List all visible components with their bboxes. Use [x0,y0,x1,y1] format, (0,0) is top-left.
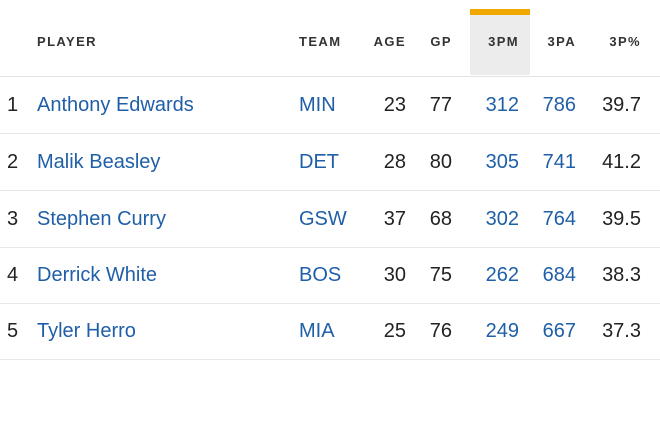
column-header-age[interactable]: AGE [373,34,406,49]
3pm-link[interactable]: 249 [485,320,519,342]
rank-cell: 2 [7,151,19,173]
3pa-link[interactable]: 667 [542,320,576,342]
3pm-link[interactable]: 312 [485,94,519,116]
age-cell: 28 [383,151,406,173]
gp-cell: 80 [429,151,452,173]
age-cell: 25 [383,320,406,342]
3p-pct-cell: 41.2 [602,151,641,173]
gp-cell: 77 [429,94,452,116]
team-link[interactable]: GSW [299,208,347,230]
gp-cell: 76 [429,320,452,342]
age-cell: 23 [383,94,406,116]
3p-pct-cell: 39.7 [602,94,641,116]
3pm-link[interactable]: 305 [485,151,519,173]
column-header-3pa[interactable]: 3PA [547,34,576,49]
column-header-3p-pct[interactable]: 3P% [609,34,641,49]
gp-cell: 75 [429,264,452,286]
sorted-column-indicator [470,9,530,75]
player-link[interactable]: Tyler Herro [37,320,136,342]
column-header-3pm[interactable]: 3PM [488,34,519,49]
column-header-gp[interactable]: GP [430,34,452,49]
3pa-link[interactable]: 764 [542,208,576,230]
rank-cell: 1 [7,94,19,116]
3pa-link[interactable]: 684 [542,264,576,286]
table-header: PLAYER TEAM AGE GP 3PM 3PA 3P% [0,0,660,77]
3p-pct-cell: 37.3 [602,320,641,342]
rank-cell: 3 [7,208,19,230]
3p-pct-cell: 38.3 [602,264,641,286]
table-row: 1 Anthony Edwards MIN 23 77 312 786 39.7 [0,77,660,134]
table-row: 5 Tyler Herro MIA 25 76 249 667 37.3 [0,303,660,360]
3pa-link[interactable]: 741 [542,151,576,173]
table-row: 3 Stephen Curry GSW 37 68 302 764 39.5 [0,191,660,248]
team-link[interactable]: MIA [299,320,335,342]
column-header-player[interactable]: PLAYER [37,34,97,49]
player-link[interactable]: Anthony Edwards [37,94,194,116]
age-cell: 30 [383,264,406,286]
age-cell: 37 [383,208,406,230]
rank-cell: 4 [7,264,19,286]
3pa-link[interactable]: 786 [542,94,576,116]
player-link[interactable]: Malik Beasley [37,151,161,173]
3p-pct-cell: 39.5 [602,208,641,230]
3pm-link[interactable]: 262 [485,264,519,286]
column-header-team[interactable]: TEAM [299,34,342,49]
player-link[interactable]: Derrick White [37,264,158,286]
player-link[interactable]: Stephen Curry [37,208,166,230]
table-row: 4 Derrick White BOS 30 75 262 684 38.3 [0,247,660,304]
3pm-link[interactable]: 302 [485,208,519,230]
team-link[interactable]: DET [299,151,339,173]
table-row: 2 Malik Beasley DET 28 80 305 741 41.2 [0,134,660,191]
gp-cell: 68 [429,208,452,230]
team-link[interactable]: BOS [299,264,342,286]
rank-cell: 5 [7,320,19,342]
team-link[interactable]: MIN [299,94,336,116]
